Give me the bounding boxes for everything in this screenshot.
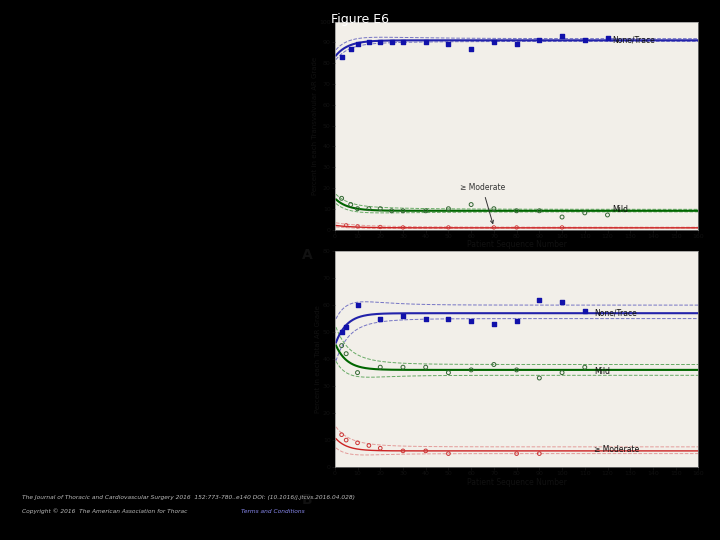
Point xyxy=(420,447,431,455)
Point xyxy=(443,449,454,458)
Point xyxy=(336,430,347,439)
Point xyxy=(420,38,431,46)
Point xyxy=(352,301,364,309)
Point xyxy=(345,44,356,53)
Point xyxy=(602,211,613,219)
Point xyxy=(386,206,397,215)
Text: None/Trace: None/Trace xyxy=(612,36,654,45)
Point xyxy=(336,194,347,202)
Point xyxy=(420,206,431,215)
Point xyxy=(579,208,590,217)
Point xyxy=(363,204,374,213)
Point xyxy=(443,314,454,323)
Y-axis label: Percent in each Transvalvular AR Grade: Percent in each Transvalvular AR Grade xyxy=(312,57,318,194)
Text: ≥ Moderate: ≥ Moderate xyxy=(460,183,505,224)
Point xyxy=(488,204,500,213)
Point xyxy=(420,314,431,323)
Point xyxy=(465,44,477,53)
Point xyxy=(579,36,590,45)
Text: ≥ Moderate: ≥ Moderate xyxy=(594,445,639,454)
Point xyxy=(341,349,352,358)
Point xyxy=(511,223,523,232)
Point xyxy=(374,222,386,231)
Text: Figure E6: Figure E6 xyxy=(331,14,389,26)
Point xyxy=(534,206,545,215)
Point xyxy=(352,40,364,49)
Text: Mild: Mild xyxy=(612,205,628,214)
Point xyxy=(397,38,409,46)
Point xyxy=(374,314,386,323)
Point xyxy=(397,312,409,320)
Text: The Journal of Thoracic and Cardiovascular Surgery 2016  152:773-780..e140 DOI: : The Journal of Thoracic and Cardiovascul… xyxy=(22,495,354,500)
Point xyxy=(557,298,568,307)
Point xyxy=(397,206,409,215)
Point xyxy=(374,444,386,453)
Text: A: A xyxy=(302,248,312,262)
Text: Terms and Conditions: Terms and Conditions xyxy=(241,509,305,514)
Point xyxy=(511,449,523,458)
Point xyxy=(352,438,364,447)
Point xyxy=(443,223,454,232)
Point xyxy=(374,204,386,213)
X-axis label: Patient Sequence Number: Patient Sequence Number xyxy=(467,240,567,249)
Point xyxy=(374,38,386,46)
Point xyxy=(336,328,347,336)
Text: None/Trace: None/Trace xyxy=(594,309,636,318)
Point xyxy=(420,363,431,372)
Point xyxy=(336,341,347,350)
Point xyxy=(602,34,613,43)
Point xyxy=(397,447,409,455)
Point xyxy=(386,38,397,46)
Point xyxy=(579,306,590,315)
X-axis label: Patient Sequence Number: Patient Sequence Number xyxy=(467,478,567,487)
Point xyxy=(443,204,454,213)
Text: Copyright © 2016  The American Association for Thorac: Copyright © 2016 The American Associatio… xyxy=(22,509,187,514)
Point xyxy=(341,322,352,331)
Point xyxy=(511,317,523,326)
Point xyxy=(465,366,477,374)
Point xyxy=(443,368,454,377)
Point xyxy=(465,200,477,209)
Point xyxy=(557,32,568,40)
Point xyxy=(511,206,523,215)
Point xyxy=(397,223,409,232)
Point xyxy=(363,441,374,450)
Point xyxy=(511,40,523,49)
Point xyxy=(488,360,500,369)
Text: Mild: Mild xyxy=(594,367,610,376)
Point xyxy=(534,36,545,45)
Point xyxy=(352,204,364,213)
Point xyxy=(341,436,352,444)
Point xyxy=(443,40,454,49)
Point xyxy=(336,52,347,61)
Point xyxy=(557,223,568,232)
Y-axis label: Percent in each Total AR Grade: Percent in each Total AR Grade xyxy=(315,305,321,413)
Point xyxy=(579,363,590,372)
Text: B: B xyxy=(302,493,312,507)
Point xyxy=(534,449,545,458)
Point xyxy=(352,222,364,231)
Point xyxy=(363,38,374,46)
Point xyxy=(557,213,568,221)
Point xyxy=(341,221,352,230)
Point xyxy=(488,38,500,46)
Point xyxy=(352,368,364,377)
Point xyxy=(488,223,500,232)
Point xyxy=(397,363,409,372)
Point xyxy=(374,363,386,372)
Point xyxy=(557,368,568,377)
Point xyxy=(511,366,523,374)
Point xyxy=(534,295,545,304)
Point xyxy=(465,317,477,326)
Point xyxy=(488,320,500,328)
Point xyxy=(345,200,356,209)
Point xyxy=(534,374,545,382)
